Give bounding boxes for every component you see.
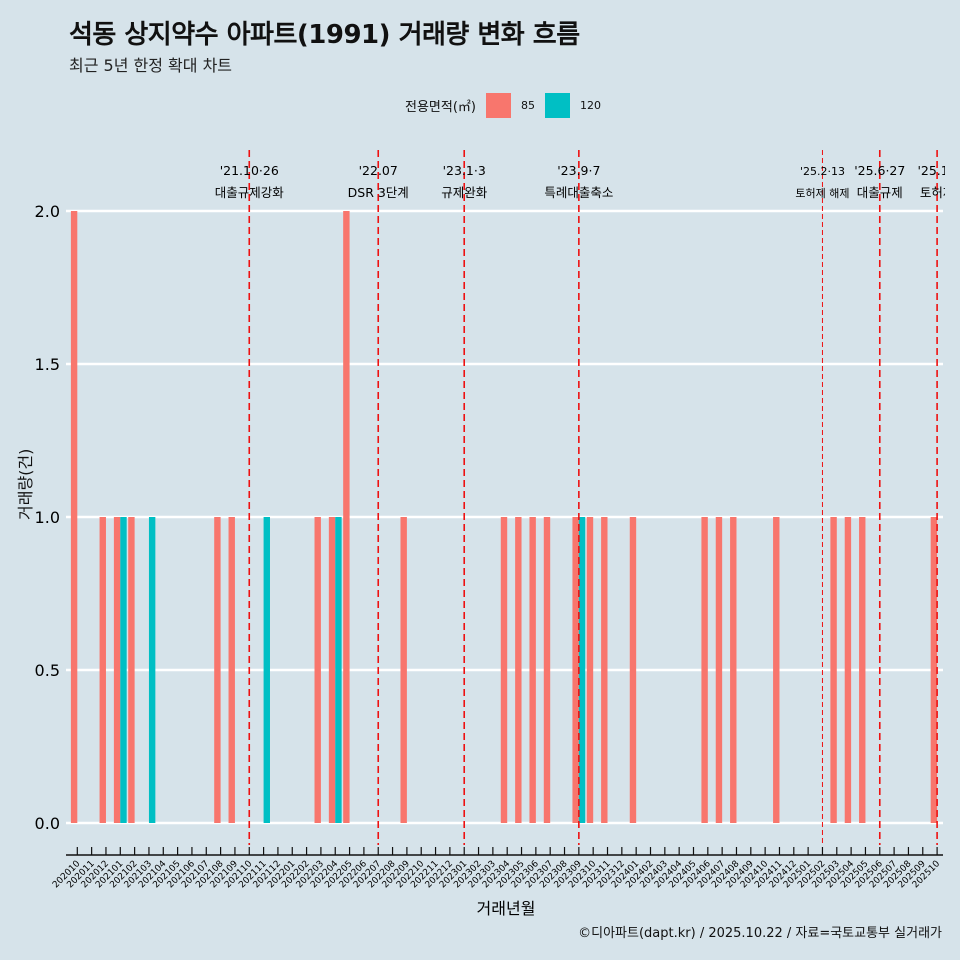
bar-85-202101 bbox=[113, 517, 121, 823]
bar-85-202203 bbox=[314, 517, 321, 823]
annotation-label: 토허제 bbox=[920, 185, 955, 200]
bar-85-202406 bbox=[701, 517, 708, 823]
caption: ©디아파트(dapt.kr) / 2025.10.22 / 자료=국토교통부 실… bbox=[578, 926, 942, 941]
x-axis-title: 거래년월 bbox=[477, 899, 536, 918]
bar-85-202204 bbox=[328, 517, 336, 823]
bar-85-202311 bbox=[601, 517, 608, 823]
bar-120-202309 bbox=[578, 517, 586, 823]
annotation-date: '25.2·13 bbox=[800, 165, 845, 178]
legend-title: 전용면적(㎡) bbox=[405, 100, 476, 115]
legend-swatch-120 bbox=[544, 93, 570, 118]
annotation-date: '25.10 bbox=[917, 163, 956, 178]
annotation-date: '25.6·27 bbox=[854, 163, 905, 178]
bar-120-202101 bbox=[120, 517, 127, 823]
y-tick-label: 1.5 bbox=[35, 355, 60, 374]
legend-label-120: 120 bbox=[579, 99, 601, 112]
bar-85-202205 bbox=[343, 211, 350, 823]
bar-85-202306 bbox=[529, 517, 536, 823]
y-tick-label: 1.0 bbox=[35, 508, 60, 527]
annotation-date: '23.1·3 bbox=[443, 163, 486, 178]
legend-swatch-85 bbox=[485, 93, 511, 118]
bar-85-202307 bbox=[543, 517, 551, 823]
annotation-label: 토허제 해제 bbox=[795, 186, 849, 200]
annotation-date: '22.07 bbox=[359, 163, 398, 178]
bar-85-202510 bbox=[930, 517, 938, 823]
annotation-label: 대출규제 bbox=[857, 185, 903, 200]
annotation-date: '23.9·7 bbox=[557, 163, 600, 178]
bar-85-202309 bbox=[572, 517, 579, 823]
annotation-date: '21.10·26 bbox=[220, 163, 279, 178]
bar-85-202411 bbox=[773, 517, 780, 823]
y-tick-label: 2.0 bbox=[35, 202, 60, 221]
bar-85-202304 bbox=[500, 517, 508, 823]
bar-85-202209 bbox=[400, 517, 407, 823]
bar-85-202503 bbox=[830, 517, 837, 823]
bar-120-202111 bbox=[263, 517, 270, 823]
bar-85-202505 bbox=[859, 517, 866, 823]
bar-85-202305 bbox=[515, 517, 522, 823]
chart-title: 석동 상지약수 아파트(1991) 거래량 변화 흐름 bbox=[69, 20, 580, 50]
bar-85-202310 bbox=[586, 517, 594, 823]
annotation-label: 특례대출축소 bbox=[544, 185, 613, 200]
bar-85-202408 bbox=[730, 517, 737, 823]
bar-85-202010 bbox=[70, 211, 78, 823]
annotation-label: DSR 3단계 bbox=[348, 185, 409, 200]
bar-85-202109 bbox=[228, 517, 235, 823]
legend-label-85: 85 bbox=[520, 99, 535, 112]
annotation-label: 규제완화 bbox=[441, 185, 488, 200]
legend: 전용면적(㎡) 85 120 bbox=[405, 93, 601, 118]
y-tick-label: 0.0 bbox=[35, 814, 60, 833]
chart-subtitle: 최근 5년 한정 확대 차트 bbox=[69, 56, 233, 75]
bar-85-202108 bbox=[214, 517, 221, 823]
bar-85-202401 bbox=[629, 517, 637, 823]
bar-85-202504 bbox=[844, 517, 852, 823]
annotation-label: 대출규제강화 bbox=[215, 185, 285, 200]
bar-120-202204 bbox=[335, 517, 342, 823]
bar-85-202407 bbox=[715, 517, 723, 823]
y-tick-label: 0.5 bbox=[35, 661, 60, 680]
bar-85-202012 bbox=[99, 517, 106, 823]
bar-85-202102 bbox=[128, 517, 135, 823]
y-axis-title: 거래량(건) bbox=[16, 448, 35, 520]
bar-120-202103 bbox=[148, 517, 156, 823]
